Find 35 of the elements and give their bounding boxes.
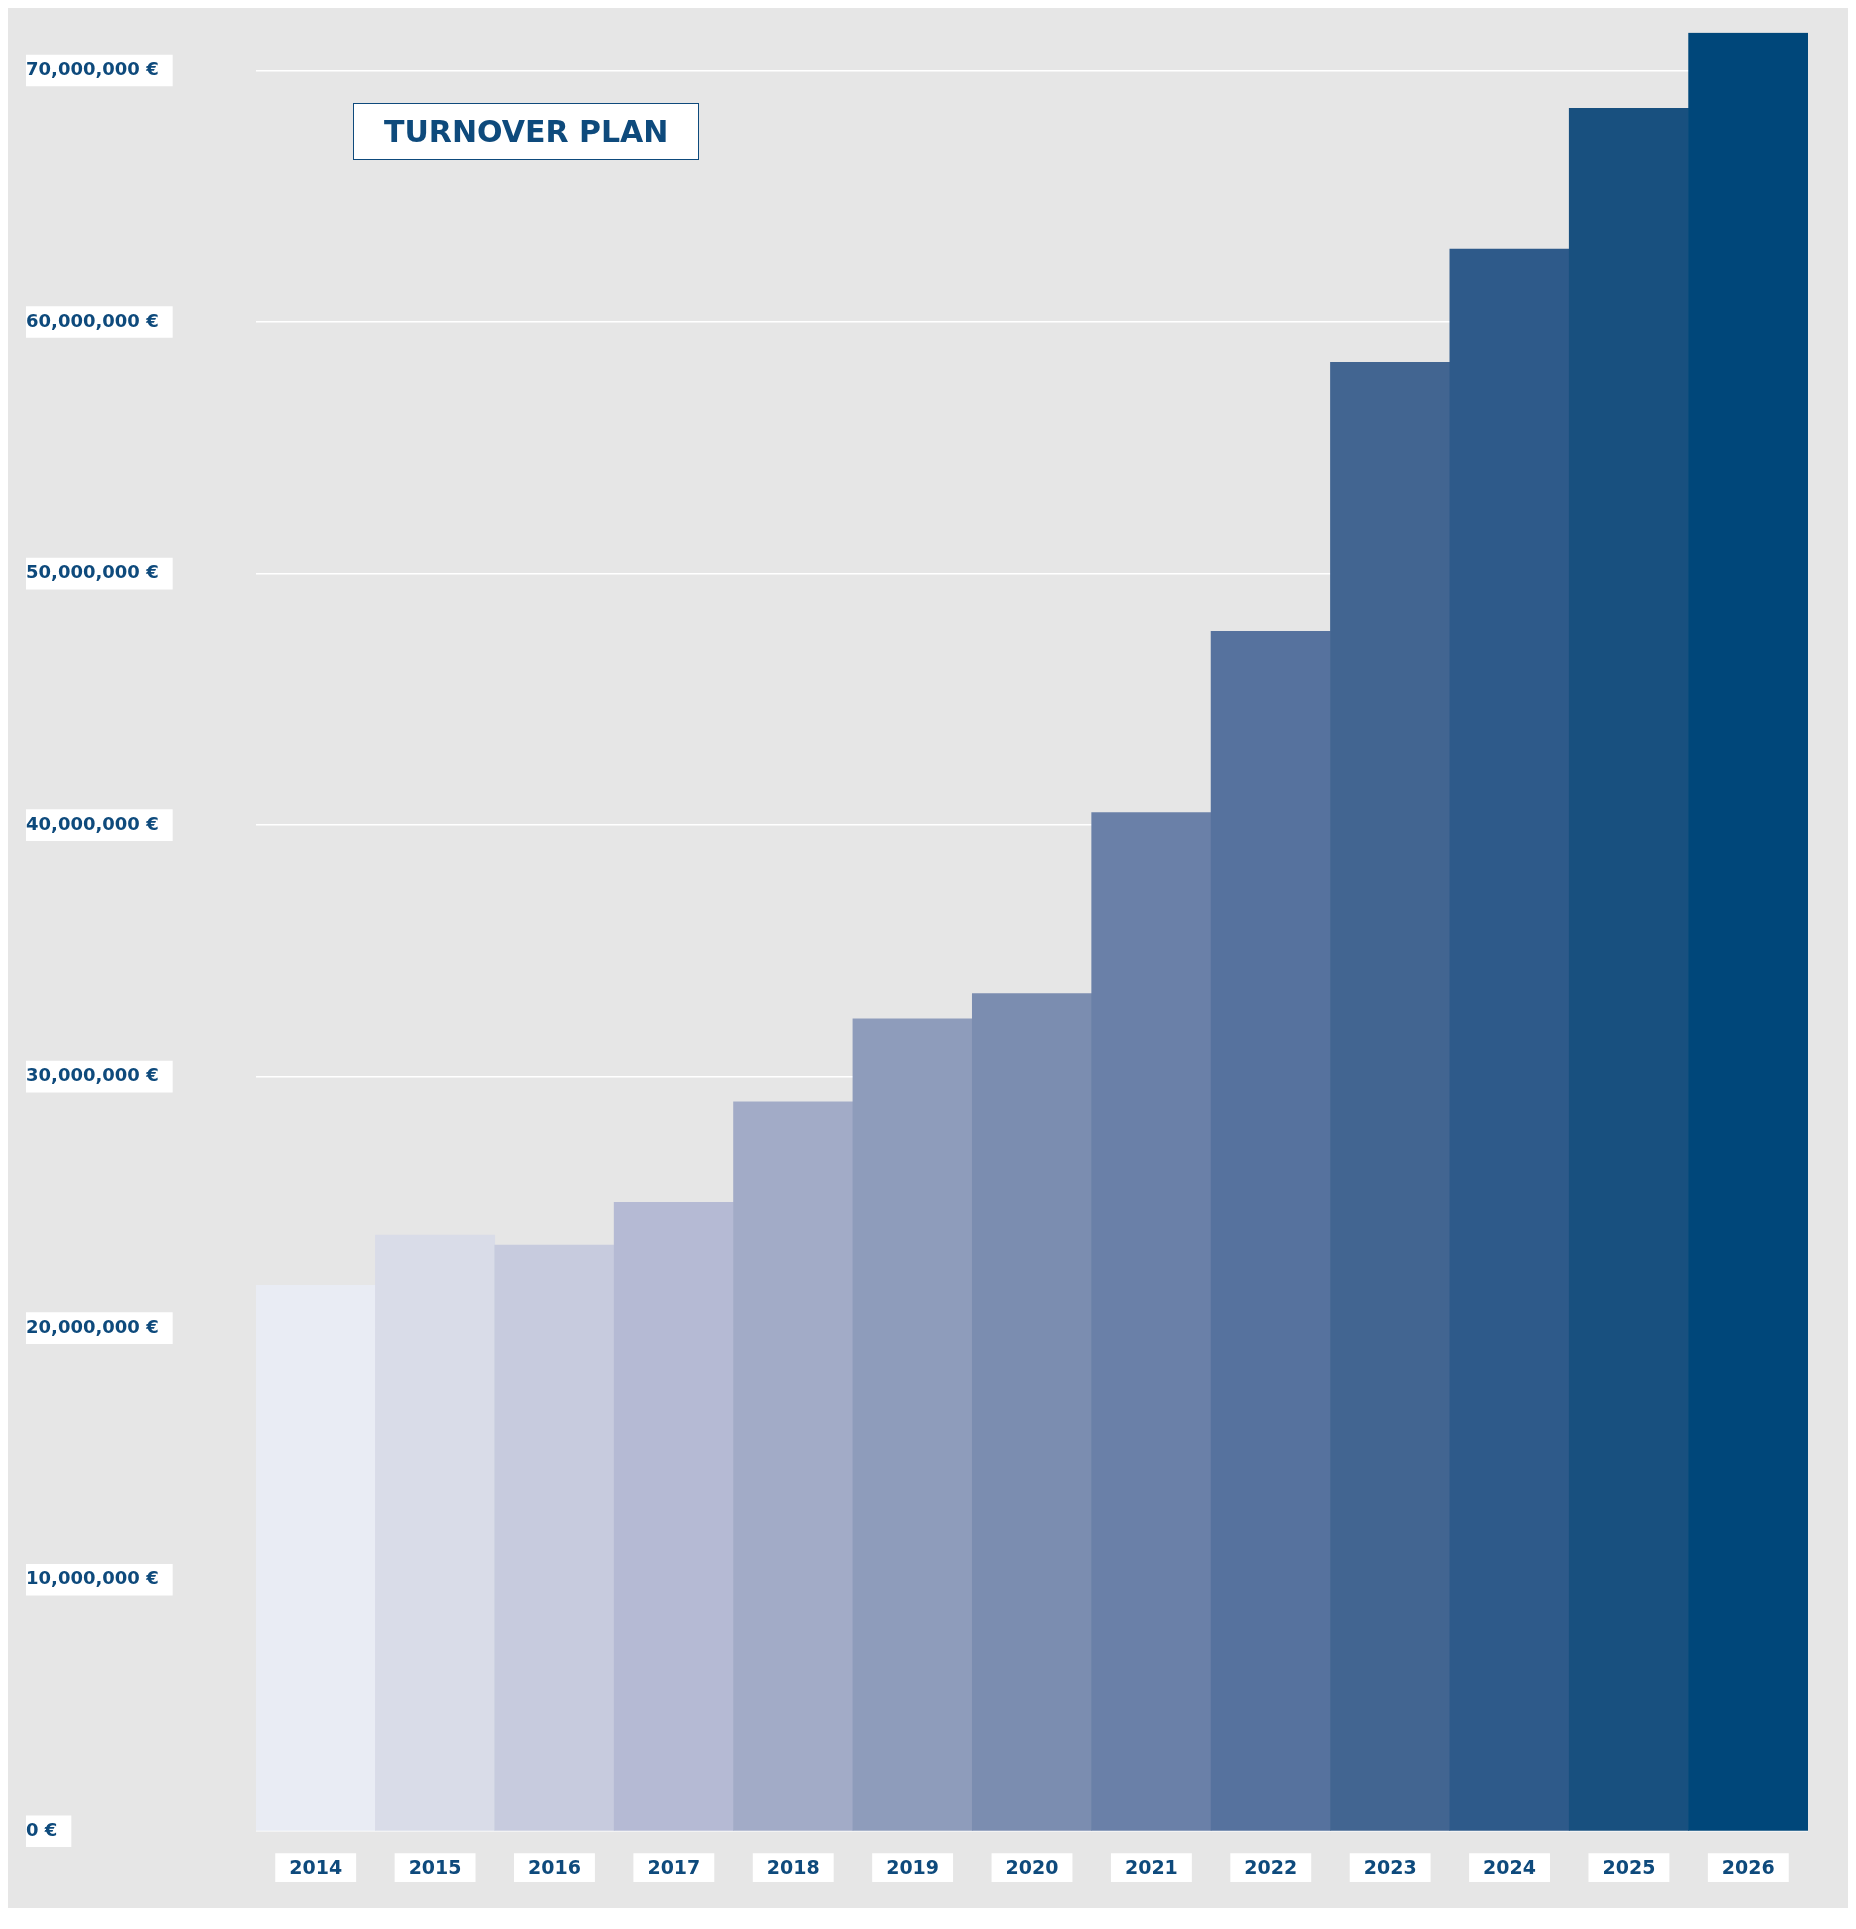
x-tick-label: 2016 — [528, 1855, 581, 1878]
bar — [256, 1285, 376, 1831]
bar — [375, 1234, 496, 1831]
y-tick-label: 10,000,000 € — [26, 1567, 159, 1589]
y-tick-label: 50,000,000 € — [26, 561, 159, 583]
x-tick-label: 2019 — [886, 1855, 940, 1878]
y-tick-label: 20,000,000 € — [26, 1315, 159, 1337]
bar — [1210, 631, 1331, 1831]
bar — [971, 993, 1093, 1831]
bar — [1449, 248, 1570, 1831]
x-tick-label: 2026 — [1721, 1855, 1775, 1878]
bar — [852, 1018, 973, 1831]
x-tick-label: 2022 — [1244, 1855, 1298, 1878]
x-tick-label: 2017 — [647, 1855, 701, 1878]
x-tick-label: 2018 — [766, 1855, 820, 1878]
y-tick-label: 30,000,000 € — [26, 1064, 159, 1086]
x-tick-label: 2015 — [408, 1855, 462, 1878]
bar — [733, 1101, 854, 1831]
bar — [1091, 812, 1212, 1831]
y-tick-label: 60,000,000 € — [26, 309, 159, 331]
y-tick-label: 40,000,000 € — [26, 812, 159, 834]
x-tick-label: 2020 — [1005, 1855, 1059, 1878]
x-tick-label: 2023 — [1363, 1855, 1417, 1878]
y-tick-label: 0 € — [26, 1818, 58, 1840]
bar — [1688, 32, 1808, 1831]
bar — [1330, 361, 1451, 1831]
x-tick-label: 2014 — [289, 1855, 343, 1878]
bar — [494, 1244, 615, 1831]
y-tick-label: 70,000,000 € — [26, 58, 159, 80]
x-tick-label: 2025 — [1602, 1855, 1656, 1878]
bar — [1568, 107, 1689, 1831]
bar — [613, 1202, 734, 1831]
x-tick-label: 2021 — [1124, 1855, 1178, 1878]
text: TURNOVER PLAN — [353, 103, 700, 160]
x-tick-label: 2024 — [1483, 1855, 1536, 1878]
